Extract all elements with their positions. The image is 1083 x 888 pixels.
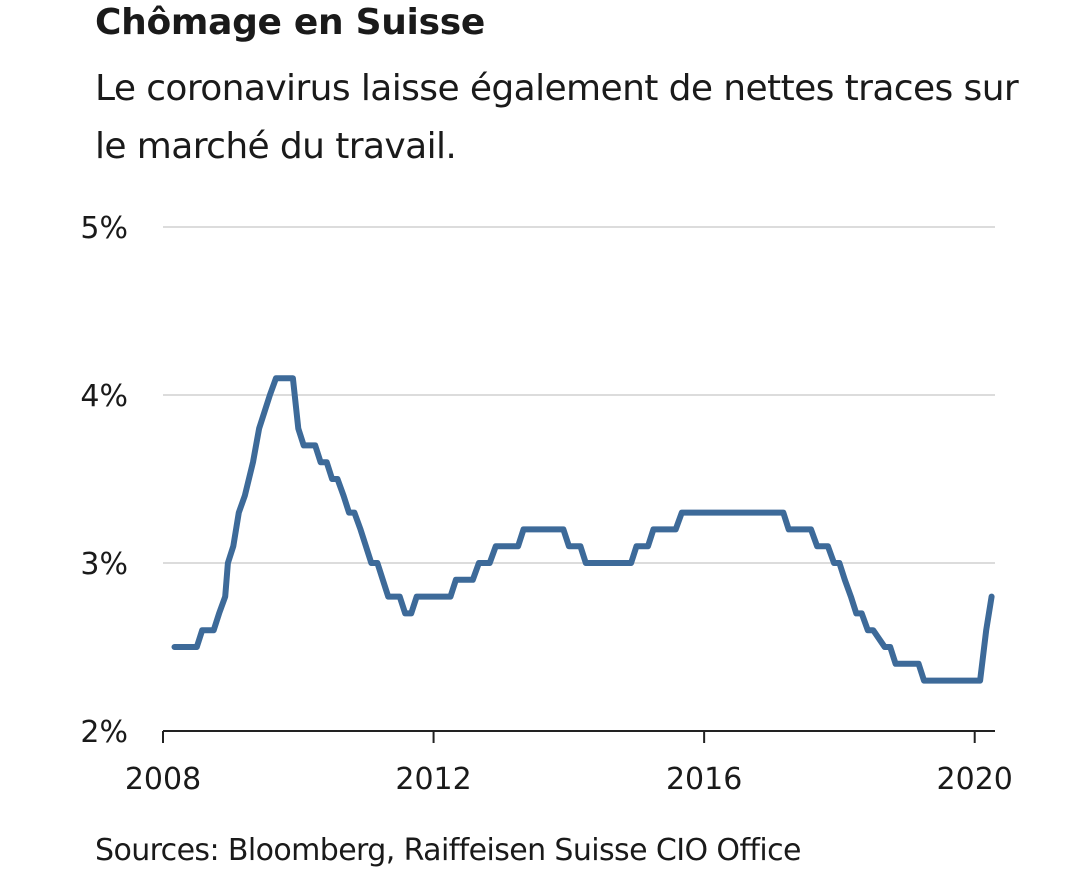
y-tick-label: 5% [80,211,128,246]
series-lines [171,375,995,684]
source-note: Sources: Bloomberg, Raiffeisen Suisse CI… [95,833,801,868]
x-tick-label: 2020 [937,762,1013,797]
axes [162,730,995,743]
chart-subtitle: Le coronavirus laisse également de nette… [95,68,1019,167]
x-tick-labels: 2008 2012 2016 2020 [125,762,1013,797]
series-line-0 [171,375,995,684]
chart-title: Chômage en Suisse [95,2,485,43]
gridlines [163,226,995,564]
y-tick-label: 4% [80,379,128,414]
x-tick-label: 2012 [395,762,471,797]
y-tick-label: 2% [80,715,128,750]
x-tick-label: 2016 [666,762,742,797]
x-tick-label: 2008 [125,762,201,797]
y-tick-label: 3% [80,547,128,582]
y-tick-labels: 2% 3% 4% 5% [80,211,128,750]
